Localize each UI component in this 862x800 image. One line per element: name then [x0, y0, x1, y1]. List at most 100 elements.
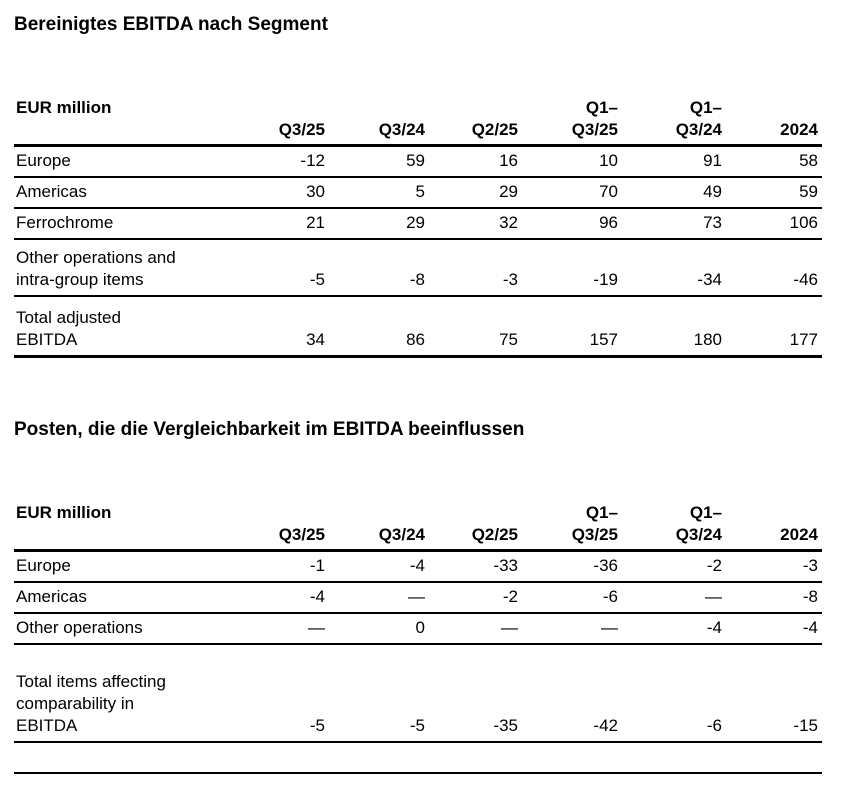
column-header-q1-q3-24: Q1– Q3/24 [622, 458, 726, 552]
cell-value: -4 [622, 613, 726, 645]
cell-value: -2 [429, 582, 522, 614]
cell-value: -36 [522, 550, 622, 583]
column-header-q3-24: Q3/24 [329, 458, 429, 552]
cell-value: 59 [329, 145, 429, 178]
cell-value: 96 [522, 208, 622, 240]
cell-value: 86 [329, 296, 429, 358]
row-label: Total EBITDA [14, 773, 224, 800]
column-header-label: Q3/24 [675, 120, 722, 139]
column-header-q2-25: Q2/25 [429, 53, 522, 147]
cell-value: 75 [429, 296, 522, 358]
column-header-q1-q3-24: Q1– Q3/24 [622, 53, 726, 147]
cell-value: -5 [224, 644, 329, 743]
column-header-prefix: Q1– [585, 503, 618, 522]
table-row-ferrochrome: Ferrochrome 21 29 32 96 73 106 [14, 208, 822, 240]
cell-value: -15 [726, 644, 822, 743]
cell-value: -3 [429, 239, 522, 297]
cell-value: 58 [726, 145, 822, 178]
table-row-total-items-affecting-comparability: Total items affecting comparability in E… [14, 644, 822, 743]
column-header-label: Q3/25 [571, 120, 618, 139]
row-label: Ferrochrome [14, 208, 224, 240]
column-header-label: 2024 [780, 525, 818, 544]
cell-value: 32 [429, 208, 522, 240]
row-label: Americas [14, 177, 224, 209]
row-label: Total items affecting comparability in E… [14, 644, 224, 743]
table-row-spacer [14, 742, 822, 774]
column-header-prefix: Q1– [689, 503, 722, 522]
cell-value: -3 [726, 550, 822, 583]
table-row-americas: Americas 30 5 29 70 49 59 [14, 177, 822, 209]
cell-value [522, 742, 622, 774]
section-title-adjusted-ebitda: Bereinigtes EBITDA nach Segment [14, 14, 328, 35]
column-header-2024: 2024 [726, 458, 822, 552]
cell-value: -34 [622, 239, 726, 297]
cell-value: — [622, 582, 726, 614]
cell-value [224, 742, 329, 774]
cell-value: 29 [429, 177, 522, 209]
column-header-label: EUR million [16, 98, 112, 117]
section-comparability-items: Posten, die die Vergleichbarkeit im EBIT… [14, 418, 862, 800]
cell-value [429, 742, 522, 774]
row-label: Total adjusted EBITDA [14, 296, 224, 358]
cell-value: -42 [522, 644, 622, 743]
section-adjusted-ebitda: Bereinigtes EBITDA nach Segment EUR mill… [14, 13, 862, 358]
column-header-label: 2024 [780, 120, 818, 139]
cell-value: -2 [622, 550, 726, 583]
cell-value: 81 [329, 773, 429, 800]
table-row-other-operations: Other operations — 0 — — -4 -4 [14, 613, 822, 645]
column-header-prefix: Q1– [689, 98, 722, 117]
cell-value [622, 742, 726, 774]
cell-value: -12 [224, 145, 329, 178]
cell-value: 106 [726, 208, 822, 240]
cell-value: 174 [622, 773, 726, 800]
cell-value: -35 [429, 644, 522, 743]
cell-value: -5 [224, 239, 329, 297]
section-title-comparability-items: Posten, die die Vergleichbarkeit im EBIT… [14, 419, 525, 440]
column-header-q1-q3-25: Q1– Q3/25 [522, 458, 622, 552]
table-row-total-ebitda: Total EBITDA 29 81 39 115 174 162 [14, 773, 822, 800]
header-row: EUR million Q3/25 Q3/24 Q2/25 [14, 53, 822, 147]
column-header-label: Q3/25 [571, 525, 618, 544]
cell-value: 157 [522, 296, 622, 358]
cell-value: — [329, 582, 429, 614]
table-row-americas: Americas -4 — -2 -6 — -8 [14, 582, 822, 614]
table-row-total-adjusted-ebitda: Total adjusted EBITDA 34 86 75 157 180 1… [14, 296, 822, 358]
row-label: Europe [14, 145, 224, 178]
column-header-label: Q3/24 [378, 120, 425, 139]
column-header-2024: 2024 [726, 53, 822, 147]
column-header-label: Q3/25 [278, 525, 325, 544]
row-label [14, 742, 224, 774]
table-row-europe: Europe -12 59 16 10 91 58 [14, 145, 822, 178]
cell-value: 180 [622, 296, 726, 358]
column-header-q3-25: Q3/25 [224, 458, 329, 552]
cell-value: -6 [522, 582, 622, 614]
column-header-label: EUR million [16, 503, 112, 522]
adjusted-ebitda-table: EUR million Q3/25 Q3/24 Q2/25 [14, 53, 822, 358]
cell-value: 30 [224, 177, 329, 209]
cell-value: -8 [329, 239, 429, 297]
cell-value [329, 742, 429, 774]
cell-value: 29 [224, 773, 329, 800]
cell-value: -4 [726, 613, 822, 645]
cell-value: 21 [224, 208, 329, 240]
cell-value: -46 [726, 239, 822, 297]
cell-value: 59 [726, 177, 822, 209]
table-row-europe: Europe -1 -4 -33 -36 -2 -3 [14, 550, 822, 583]
cell-value: -5 [329, 644, 429, 743]
cell-value: 49 [622, 177, 726, 209]
column-header-q1-q3-25: Q1– Q3/25 [522, 53, 622, 147]
column-header-eur-million: EUR million [14, 53, 224, 147]
column-header-prefix: Q1– [585, 98, 618, 117]
cell-value: 177 [726, 296, 822, 358]
column-header-label: Q3/24 [675, 525, 722, 544]
row-label: Other operations [14, 613, 224, 645]
column-header-q2-25: Q2/25 [429, 458, 522, 552]
column-header-label: Q2/25 [471, 120, 518, 139]
cell-value: -33 [429, 550, 522, 583]
row-label: Europe [14, 550, 224, 583]
cell-value: 10 [522, 145, 622, 178]
column-header-q3-24: Q3/24 [329, 53, 429, 147]
cell-value: — [522, 613, 622, 645]
cell-value: 162 [726, 773, 822, 800]
cell-value: 39 [429, 773, 522, 800]
